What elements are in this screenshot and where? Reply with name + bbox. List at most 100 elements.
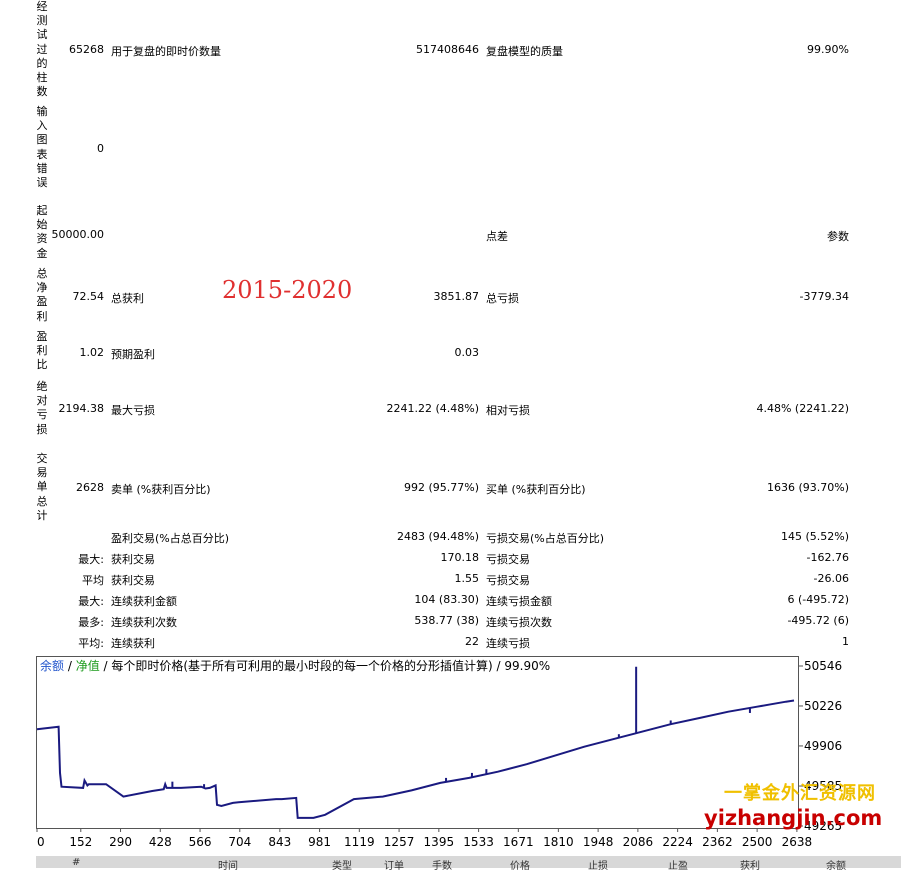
rel-drawdown-label: 相对亏损 bbox=[486, 404, 530, 417]
net-profit-value: 72.54 bbox=[72, 290, 105, 303]
largest-loss-label: 亏损交易 bbox=[486, 553, 530, 566]
max-consecutive-win-label: 连续获利金额 bbox=[111, 595, 177, 608]
y-tick-label: 49585 bbox=[804, 779, 842, 793]
max-consecutive-prefix: 最大: bbox=[78, 595, 104, 608]
profit-factor-value: 1.02 bbox=[79, 346, 105, 359]
largest-win-value: 170.18 bbox=[440, 551, 480, 564]
y-tick-label: 49265 bbox=[804, 819, 842, 833]
y-tick-label: 50226 bbox=[804, 699, 842, 713]
long-positions-label: 买单 (%获利百分比) bbox=[486, 483, 586, 496]
profit-factor-label: 盈利比 bbox=[36, 330, 48, 372]
bars-value: 65268 bbox=[69, 43, 104, 56]
loss-trades-value: 145 (5.52%) bbox=[780, 530, 849, 543]
ticks-value: 517408646 bbox=[416, 43, 479, 56]
gross-loss-label: 总亏损 bbox=[486, 292, 519, 305]
bars-label: 经测试过的柱数 bbox=[36, 0, 48, 99]
gross-profit-value: 3851.87 bbox=[433, 290, 480, 303]
legend-equity: 净值 bbox=[76, 658, 100, 673]
legend-balance: 余额 bbox=[40, 658, 64, 673]
avg-consecutive-loss-value: 1 bbox=[842, 635, 849, 648]
year-range-overlay: 2015-2020 bbox=[222, 276, 353, 304]
maximal-win-value: 538.77 (38) bbox=[414, 614, 479, 627]
x-tick-label: 2362 bbox=[702, 835, 733, 849]
legend-sep-1: / bbox=[64, 659, 76, 673]
x-tick-label: 2086 bbox=[623, 835, 654, 849]
loss-trades-label: 亏损交易(%占总百分比) bbox=[486, 532, 605, 545]
x-tick-label: 290 bbox=[109, 835, 132, 849]
x-tick-label: 843 bbox=[268, 835, 291, 849]
average-win-value: 1.55 bbox=[454, 572, 480, 585]
legend-sep-2: / bbox=[100, 659, 112, 673]
x-tick-label: 1533 bbox=[463, 835, 494, 849]
maximal-loss-label: 连续亏损次数 bbox=[486, 616, 552, 629]
x-tick-label: 1810 bbox=[543, 835, 574, 849]
profit-trades-label: 盈利交易(%占总百分比) bbox=[111, 532, 230, 545]
maximal-win-label: 连续获利次数 bbox=[111, 616, 177, 629]
legend-description: 每个即时价格(基于所有可利用的最小时段的每一个价格的分形插值计算) / 99.9… bbox=[111, 658, 550, 673]
avg-consecutive-win-value: 22 bbox=[465, 635, 479, 648]
x-tick-label: 1671 bbox=[503, 835, 534, 849]
x-tick-label: 428 bbox=[149, 835, 172, 849]
avg-consecutive-loss-label: 连续亏损 bbox=[486, 637, 530, 650]
balance-chart: 50546 50226 49906 49585 49265 0 152 290 428 566 7… bbox=[36, 656, 842, 849]
params-label: 参数 bbox=[827, 230, 849, 243]
net-profit-label: 总净盈利 bbox=[36, 267, 48, 323]
total-trades-value: 2628 bbox=[76, 481, 104, 494]
expected-payoff-value: 0.03 bbox=[454, 346, 480, 359]
largest-win-label: 获利交易 bbox=[111, 553, 155, 566]
long-positions-value: 1636 (93.70%) bbox=[766, 481, 849, 494]
max-drawdown-label: 最大亏损 bbox=[111, 404, 155, 417]
max-consecutive-loss-value: 6 (-495.72) bbox=[787, 593, 849, 606]
largest-loss-value: -162.76 bbox=[806, 551, 849, 564]
largest-prefix: 最大: bbox=[78, 553, 104, 566]
x-tick-label: 1257 bbox=[384, 835, 415, 849]
y-tick-label: 49906 bbox=[804, 739, 842, 753]
profit-trades-value: 2483 (94.48%) bbox=[396, 530, 479, 543]
max-consecutive-win-value: 104 (83.30) bbox=[414, 593, 479, 606]
quality-value: 99.90% bbox=[807, 43, 849, 56]
x-tick-label: 981 bbox=[308, 835, 331, 849]
x-tick-label: 1395 bbox=[424, 835, 455, 849]
col-time: 时间 bbox=[218, 861, 238, 872]
col-tp: 止盈 bbox=[668, 861, 688, 872]
x-tick-label: 566 bbox=[189, 835, 212, 849]
short-positions-label: 卖单 (%获利百分比) bbox=[111, 483, 211, 496]
avg-consecutive-prefix: 平均: bbox=[78, 637, 104, 650]
balance-series-line bbox=[36, 699, 795, 819]
ticks-label: 用于复盘的即时价数量 bbox=[111, 45, 221, 58]
max-drawdown-value: 2241.22 (4.48%) bbox=[386, 402, 479, 415]
deposit-value: 50000.00 bbox=[51, 228, 105, 241]
trades-table-header: # 时间 类型 订单 手数 价格 止损 止盈 获利 余额 bbox=[36, 856, 901, 872]
abs-drawdown-value: 2194.38 bbox=[58, 402, 105, 415]
y-tick-label: 50546 bbox=[804, 659, 842, 673]
maximal-prefix: 最多: bbox=[78, 616, 104, 629]
average-loss-label: 亏损交易 bbox=[486, 574, 530, 587]
col-type: 类型 bbox=[332, 861, 352, 872]
col-sl: 止损 bbox=[588, 861, 608, 872]
col-price: 价格 bbox=[510, 861, 530, 872]
col-balance: 余额 bbox=[826, 861, 846, 872]
avg-consecutive-win-label: 连续获利 bbox=[111, 637, 155, 650]
x-tick-label: 2500 bbox=[742, 835, 773, 849]
max-consecutive-loss-label: 连续亏损金额 bbox=[486, 595, 552, 608]
svg-text:余额 / 净值 / 每个即时价格(基于所有可利用的最小时段的: 余额 / 净值 / 每个即时价格(基于所有可利用的最小时段的每一个价格的分形插值… bbox=[40, 658, 550, 673]
gross-loss-value: -3779.34 bbox=[799, 290, 849, 303]
col-profit: 获利 bbox=[740, 861, 760, 872]
col-order: 订单 bbox=[384, 861, 404, 872]
watermark-chinese: 一掌金外汇资源网 bbox=[724, 783, 876, 804]
x-tick-label: 2224 bbox=[662, 835, 693, 849]
errors-label: 输入图表错误 bbox=[36, 105, 48, 190]
col-num: # bbox=[72, 857, 81, 868]
average-prefix: 平均 bbox=[82, 574, 104, 587]
short-positions-value: 992 (95.77%) bbox=[403, 481, 479, 494]
average-loss-value: -26.06 bbox=[813, 572, 849, 585]
x-tick-label: 1948 bbox=[583, 835, 614, 849]
expected-payoff-label: 预期盈利 bbox=[111, 348, 155, 361]
watermark-url: yizhangjin.com bbox=[704, 806, 883, 830]
abs-drawdown-label: 绝对亏损 bbox=[36, 380, 48, 436]
spread-label: 点差 bbox=[486, 230, 508, 243]
total-trades-label: 交易单总计 bbox=[36, 452, 48, 522]
maximal-loss-value: -495.72 (6) bbox=[787, 614, 849, 627]
x-tick-label: 704 bbox=[228, 835, 251, 849]
average-win-label: 获利交易 bbox=[111, 574, 155, 587]
